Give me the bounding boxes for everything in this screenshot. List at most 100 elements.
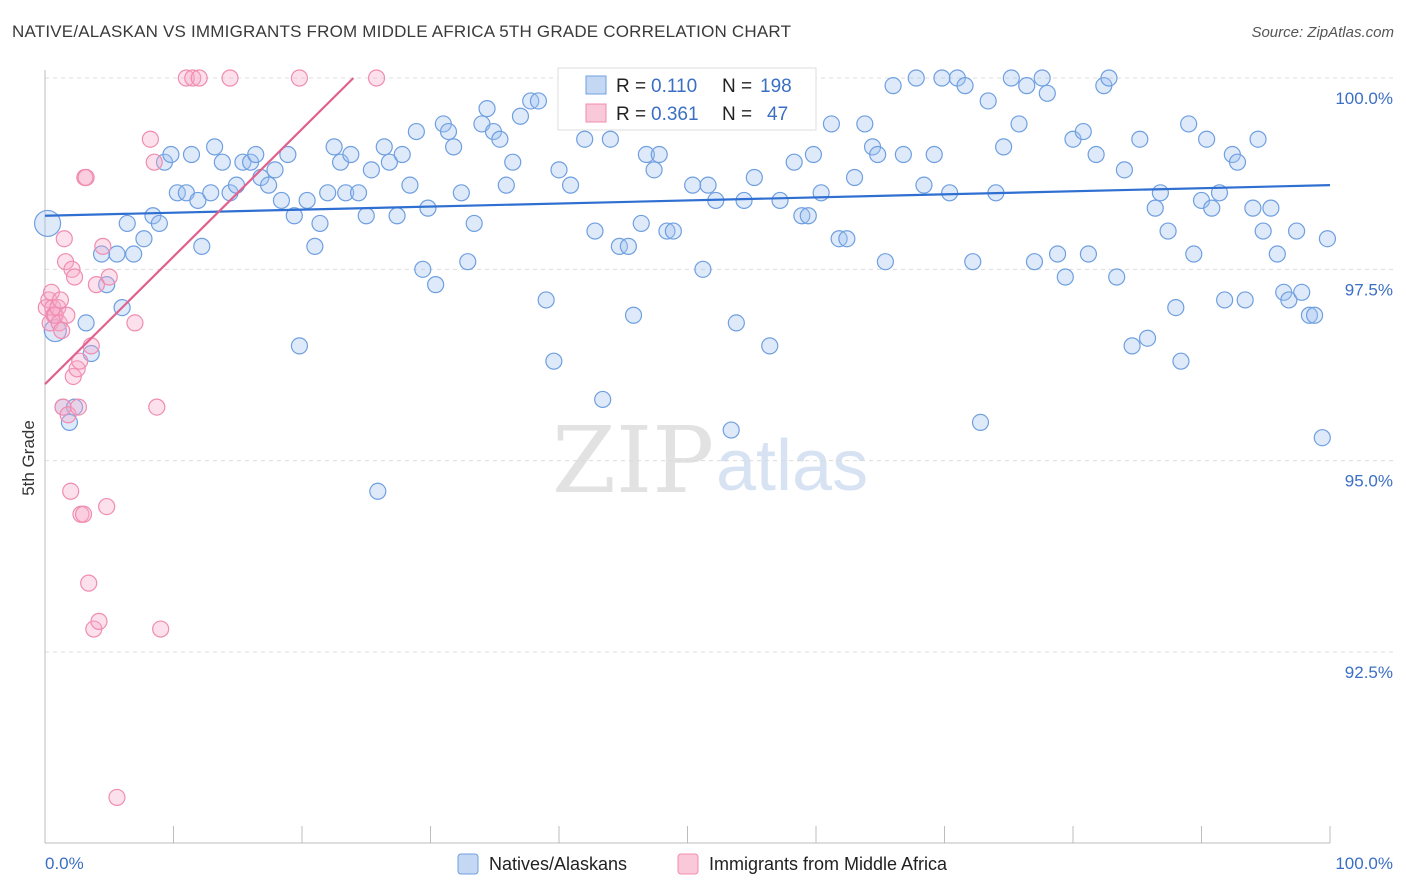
bottom-legend-swatch-blue	[457, 853, 479, 875]
natives-point	[118, 214, 136, 233]
natives-point	[213, 153, 231, 171]
natives-point	[576, 130, 594, 148]
natives-point	[150, 214, 168, 233]
natives-point	[856, 115, 874, 133]
natives-point	[869, 145, 887, 164]
natives-point	[594, 390, 612, 409]
y-tick-label: 95.0%	[1345, 472, 1393, 491]
immigrants-point	[148, 398, 166, 416]
trend-lines	[44, 77, 1331, 385]
natives-point	[1002, 69, 1020, 87]
natives-point	[125, 245, 143, 263]
natives-point	[311, 214, 329, 233]
y-tick-label: 97.5%	[1345, 280, 1393, 299]
natives-point	[1048, 245, 1067, 263]
immigrants-point	[71, 352, 89, 370]
natives-point	[414, 260, 432, 278]
natives-point	[419, 199, 437, 217]
natives-point	[601, 130, 620, 148]
legend-r-label-1: R =	[616, 76, 646, 97]
natives-point	[956, 77, 974, 95]
natives-point	[1123, 337, 1141, 355]
immigrants-point	[152, 620, 170, 638]
legend-n-label-2: N =	[722, 104, 752, 125]
immigrants-point	[94, 237, 112, 255]
natives-point	[799, 207, 817, 225]
immigrants-point	[82, 337, 100, 355]
natives-point	[357, 207, 375, 225]
natives-point	[1167, 299, 1185, 317]
natives-point	[272, 191, 291, 210]
natives-point	[1185, 245, 1203, 263]
natives-point	[407, 122, 425, 141]
natives-point	[497, 176, 515, 194]
natives-point	[610, 237, 628, 255]
natives-point	[1198, 130, 1216, 148]
natives-point	[168, 184, 186, 202]
natives-point	[793, 207, 811, 225]
natives-point	[319, 184, 337, 202]
immigrants-point	[126, 314, 144, 332]
natives-point	[375, 138, 393, 156]
natives-point	[884, 77, 902, 95]
natives-point	[915, 176, 933, 194]
natives-point	[907, 69, 925, 87]
natives-point	[380, 153, 398, 171]
natives-point	[162, 145, 180, 164]
immigrants-point	[53, 321, 71, 340]
immigrants-point	[74, 505, 93, 523]
natives-point	[439, 122, 458, 141]
natives-point	[771, 191, 789, 210]
legend-swatch-blue	[585, 75, 607, 95]
immigrants-point	[290, 69, 309, 87]
natives-point	[664, 222, 682, 240]
natives-point	[1228, 153, 1247, 171]
natives-point	[1079, 245, 1098, 263]
x-ticks	[44, 826, 1331, 843]
natives-point	[1138, 329, 1157, 347]
immigrants-point	[58, 306, 76, 324]
natives-point	[619, 237, 637, 255]
legend-r-value-2: 0.361	[651, 104, 699, 125]
natives-point	[529, 92, 548, 110]
legend-r-value-1: 0.110	[651, 76, 697, 97]
natives-point	[1305, 306, 1324, 324]
natives-point	[1254, 222, 1272, 240]
natives-point	[427, 276, 445, 294]
natives-point	[1236, 291, 1254, 309]
immigrants-point	[190, 69, 208, 87]
natives-point	[1018, 77, 1036, 95]
natives-point	[722, 421, 740, 439]
legend-n-label-1: N =	[722, 76, 752, 97]
natives-point	[77, 314, 95, 332]
natives-point	[306, 237, 324, 255]
immigrants-point	[141, 130, 159, 148]
natives-point	[202, 184, 220, 202]
y-tick-label: 100.0%	[1335, 89, 1393, 108]
natives-point	[876, 253, 894, 271]
natives-point	[1280, 291, 1298, 309]
natives-point	[1025, 253, 1044, 271]
natives-point	[838, 230, 856, 248]
natives-point	[285, 207, 303, 225]
natives-point	[658, 222, 676, 240]
source-label: Source: ZipAtlas.com	[1251, 24, 1394, 41]
bottom-legend-swatch-pink	[677, 853, 699, 875]
natives-point	[1300, 306, 1319, 324]
natives-point	[699, 176, 717, 194]
natives-point	[822, 115, 841, 133]
immigrants-point	[77, 168, 95, 187]
natives-point	[894, 145, 912, 164]
natives-point	[1180, 115, 1198, 133]
natives-point	[1159, 222, 1177, 240]
natives-point	[337, 184, 355, 202]
natives-point	[645, 161, 663, 179]
natives-point	[1216, 291, 1234, 309]
natives-point	[995, 138, 1013, 156]
natives-point	[362, 161, 380, 179]
natives-point	[342, 145, 360, 164]
immigrants-point	[221, 69, 239, 87]
natives-point	[694, 260, 712, 278]
natives-point	[1033, 69, 1051, 87]
natives-point	[727, 314, 745, 332]
